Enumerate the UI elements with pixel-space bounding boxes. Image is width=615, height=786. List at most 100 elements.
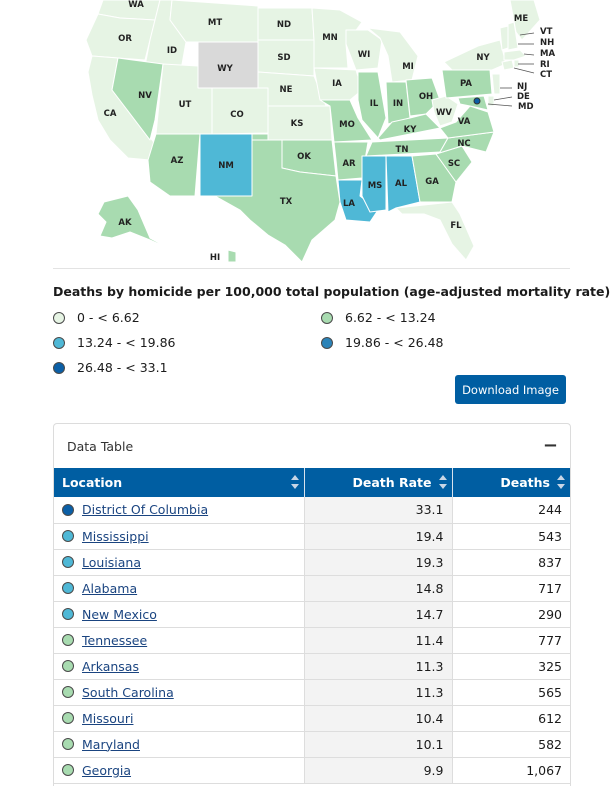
column-header-death-rate[interactable]: Death Rate	[304, 468, 453, 497]
death-rate-cell: 19.3	[304, 549, 453, 576]
deaths-cell: 543	[452, 523, 570, 550]
state-ma[interactable]	[503, 49, 527, 61]
state-al[interactable]	[385, 155, 421, 213]
state-label-ia: IA	[332, 79, 342, 89]
state-mi[interactable]	[367, 27, 419, 83]
data-table-header[interactable]: Data Table −	[54, 424, 570, 468]
state-ak[interactable]	[97, 195, 173, 251]
us-choropleth-map[interactable]: WA OR CA ID NV MT WY UT AZ CO NM ND SD NE KS OK TX MN IA MO…	[0, 0, 615, 268]
death-rate-cell: 10.4	[304, 705, 453, 732]
state-vt[interactable]	[499, 25, 509, 51]
location-link[interactable]: Louisiana	[82, 554, 142, 570]
state-label-ca: CA	[104, 109, 117, 119]
location-link[interactable]: District Of Columbia	[82, 502, 209, 518]
column-header-deaths-label: Deaths	[500, 475, 550, 490]
state-label-il: IL	[370, 99, 379, 109]
state-ia[interactable]	[313, 67, 363, 101]
location-cell: Tennessee	[54, 627, 305, 654]
state-or[interactable]	[85, 13, 156, 61]
column-header-location[interactable]: Location	[54, 468, 305, 497]
state-nv[interactable]	[111, 57, 164, 141]
state-label-mt: MT	[208, 18, 222, 28]
state-ar[interactable]	[333, 141, 369, 181]
state-label-hi: HI	[210, 253, 220, 263]
map-svg: WA OR CA ID NV MT WY UT AZ CO NM ND SD NE KS OK TX MN IA MO…	[85, 0, 555, 263]
rate-color-dot	[62, 582, 74, 594]
legend-label-2: 6.62 - < 13.24	[345, 310, 436, 325]
collapse-icon[interactable]: −	[542, 435, 558, 456]
state-label-fl: FL	[450, 221, 462, 231]
legend-label-4: 19.86 - < 26.48	[345, 335, 444, 350]
state-nj[interactable]	[491, 73, 501, 95]
death-rate-cell: 11.3	[304, 679, 453, 706]
state-wi[interactable]	[345, 29, 383, 71]
state-label-la: LA	[343, 199, 355, 209]
state-label-vt: VT	[540, 27, 553, 37]
state-label-az: AZ	[171, 156, 184, 166]
death-rate-cell: 10.1	[304, 731, 453, 758]
legend-label-1: 0 - < 6.62	[77, 310, 140, 325]
sort-icon[interactable]	[557, 475, 565, 491]
state-label-al: AL	[395, 179, 408, 189]
table-row: Tennessee 11.4 777	[54, 627, 570, 654]
state-label-in: IN	[393, 99, 403, 109]
state-label-nh: NH	[540, 38, 554, 48]
state-label-or: OR	[118, 34, 132, 44]
state-hi[interactable]	[227, 249, 237, 263]
state-tx[interactable]	[214, 139, 341, 263]
state-de[interactable]	[487, 95, 495, 107]
sort-icon[interactable]	[438, 475, 447, 491]
state-ct[interactable]	[501, 59, 515, 71]
state-mn[interactable]	[311, 7, 363, 69]
map-divider	[53, 268, 570, 269]
state-me[interactable]	[509, 0, 541, 41]
state-label-wv: WV	[436, 108, 452, 118]
state-label-oh: OH	[419, 92, 433, 102]
state-nh[interactable]	[507, 21, 519, 51]
state-label-wi: WI	[358, 50, 371, 60]
sort-icon[interactable]	[290, 475, 299, 491]
deaths-cell: 290	[452, 601, 570, 628]
state-ny[interactable]	[443, 39, 507, 71]
location-cell: New Mexico	[54, 601, 305, 628]
legend-swatch-3	[53, 336, 65, 349]
column-header-deaths[interactable]: Deaths	[452, 468, 570, 497]
state-label-ms: MS	[368, 181, 383, 191]
location-link[interactable]: South Carolina	[82, 684, 174, 700]
location-link[interactable]: Arkansas	[82, 658, 139, 674]
rate-color-dot	[62, 738, 74, 750]
state-label-tx: TX	[280, 197, 293, 207]
table-row: Louisiana 19.3 837	[54, 549, 570, 576]
state-va[interactable]	[439, 105, 495, 139]
state-label-de: DE	[517, 92, 530, 102]
state-label-sc: SC	[448, 159, 460, 169]
state-ms[interactable]	[361, 155, 387, 213]
state-label-nj: NJ	[517, 82, 527, 92]
location-cell: Alabama	[54, 575, 305, 602]
table-row: Mississippi 19.4 543	[54, 523, 570, 550]
state-ri[interactable]	[513, 59, 520, 68]
location-link[interactable]: Mississippi	[82, 528, 149, 544]
state-label-ri: RI	[540, 60, 550, 70]
rate-color-dot	[62, 530, 74, 542]
death-rate-cell: 19.4	[304, 523, 453, 550]
location-link[interactable]: Maryland	[82, 736, 140, 752]
download-image-button[interactable]: Download Image	[455, 375, 566, 404]
table-row: Maryland 10.1 582	[54, 731, 570, 758]
table-row: South Carolina 11.3 565	[54, 679, 570, 706]
state-dc[interactable]	[473, 97, 481, 105]
table-row: Alabama 14.8 717	[54, 575, 570, 602]
location-link[interactable]: Alabama	[82, 580, 138, 596]
table-row: District Of Columbia 33.1 244	[54, 497, 570, 524]
location-link[interactable]: Georgia	[82, 762, 132, 778]
location-link[interactable]: Tennessee	[82, 632, 148, 648]
state-md[interactable]	[457, 95, 489, 111]
state-mo[interactable]	[319, 99, 373, 143]
data-table: Location Death Rate Deaths District Of C…	[54, 468, 570, 784]
deaths-cell: 565	[452, 679, 570, 706]
state-ky[interactable]	[377, 113, 441, 141]
state-ga[interactable]	[411, 153, 457, 203]
state-fl[interactable]	[395, 201, 475, 261]
location-link[interactable]: Missouri	[82, 710, 134, 726]
location-link[interactable]: New Mexico	[82, 606, 157, 622]
